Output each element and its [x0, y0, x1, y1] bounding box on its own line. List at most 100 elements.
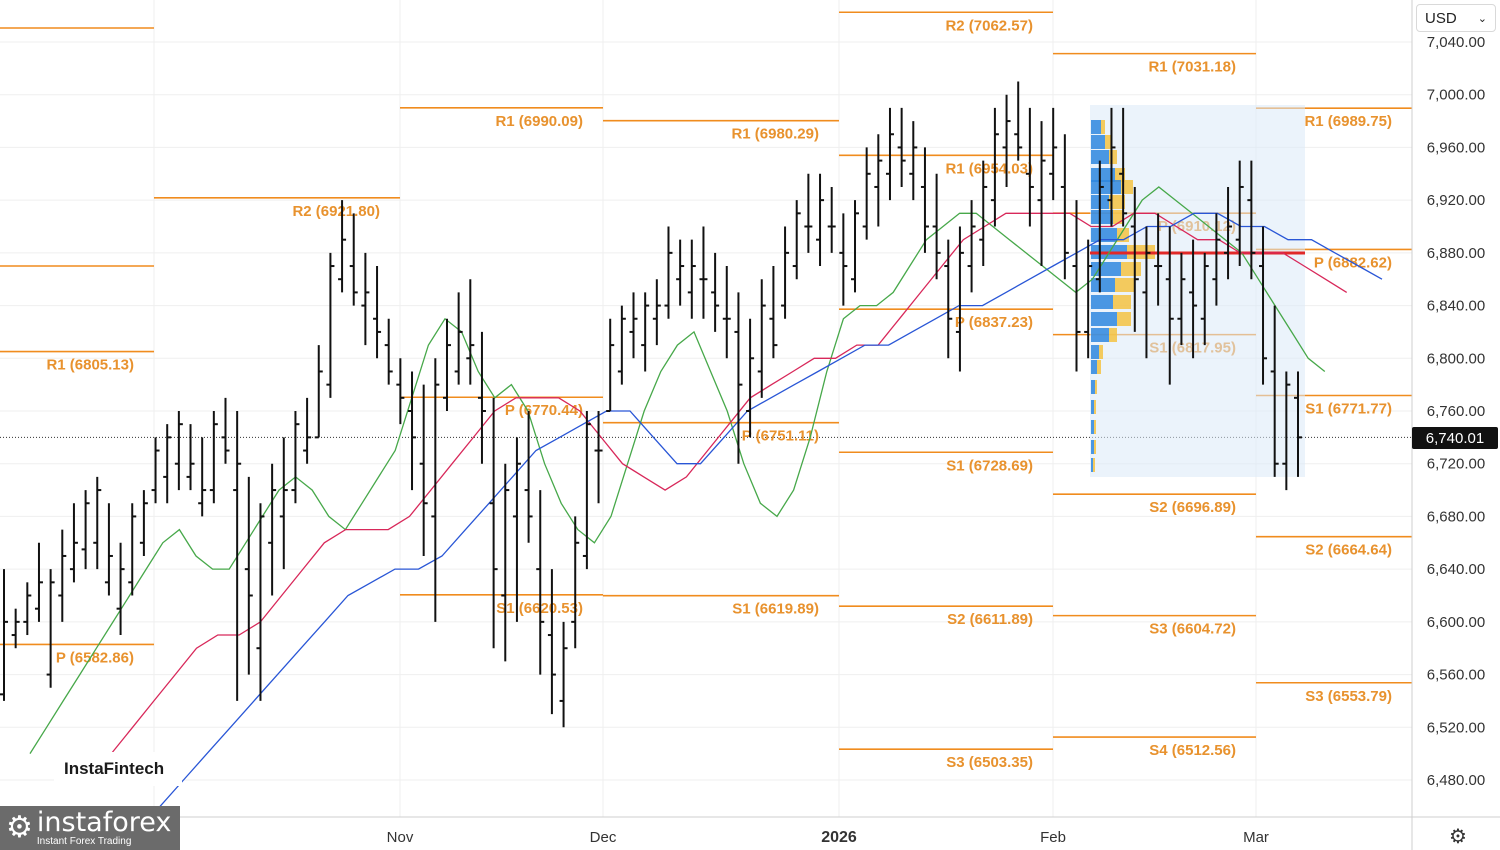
ohlc-bar [1037, 121, 1046, 267]
volume-bar [1091, 312, 1117, 326]
volume-bar [1091, 380, 1095, 394]
ohlc-bar [1270, 305, 1279, 477]
ohlc-bar [1072, 200, 1081, 372]
ohlc-bar [524, 411, 533, 543]
instaforex-logo[interactable]: ⚙ instaforex Instant Forex Trading [0, 806, 180, 850]
ohlc-bar [1165, 226, 1174, 385]
y-tick-label: 6,560.00 [1427, 667, 1485, 684]
pivot-label: R1 (6805.13) [46, 357, 134, 374]
ohlc-bar [757, 279, 766, 398]
pivot-label: S1 (6728.69) [946, 457, 1033, 474]
ohlc-bar [34, 542, 43, 622]
x-tick-label: Mar [1243, 829, 1269, 846]
ohlc-bar [559, 621, 568, 728]
ohlc-bar [1095, 160, 1104, 293]
ohlc-bar [687, 239, 696, 319]
pivot-label: S2 (6611.89) [947, 611, 1033, 628]
ohlc-bar [1107, 107, 1116, 227]
ohlc-bar [442, 318, 451, 411]
ohlc-bar [23, 582, 32, 636]
volume-bar [1113, 295, 1131, 309]
ohlc-bar [734, 292, 743, 464]
ohlc-bar [536, 490, 545, 675]
logo-tagline: Instant Forex Trading [36, 835, 132, 847]
ohlc-bar [1049, 107, 1058, 201]
ohlc-bar [489, 397, 498, 649]
ohlc-bar [617, 305, 626, 385]
pivot-label: S3 (6604.72) [1149, 621, 1236, 638]
currency-select[interactable]: USD ⌄ [1416, 4, 1496, 32]
volume-bar [1094, 400, 1096, 414]
y-tick-label: 6,640.00 [1427, 561, 1485, 578]
ohlc-bar [361, 252, 370, 346]
ohlc-bar [967, 200, 976, 293]
ohlc-bar [139, 490, 148, 556]
ohlc-bar [571, 516, 580, 649]
ohlc-bar [291, 411, 300, 504]
moving-average-line-1 [29, 186, 1326, 754]
ohlc-bar [384, 318, 393, 385]
volume-bar [1091, 210, 1113, 224]
y-tick-label: 6,520.00 [1427, 719, 1485, 736]
volume-bar [1091, 278, 1115, 292]
y-tick-label: 6,880.00 [1427, 245, 1485, 262]
ohlc-bar [711, 252, 720, 332]
ohlc-bar [314, 345, 323, 439]
ohlc-bar [1247, 160, 1256, 280]
ohlc-bar [582, 411, 591, 570]
ohlc-bar [1259, 226, 1268, 385]
pivot-label: R1 (7031.18) [1148, 59, 1236, 76]
ohlc-bar [279, 437, 288, 570]
ohlc-bar [699, 226, 708, 319]
pivot-label: S2 (6664.64) [1305, 542, 1392, 559]
ohlc-bar [839, 213, 848, 306]
ohlc-bar [1200, 252, 1209, 346]
pivot-levels: R2 (6921.80) R1 (6805.13) P (6582.86) R1 (6… [0, 11, 1412, 771]
volume-bar [1091, 440, 1094, 454]
ohlc-bar [501, 463, 510, 662]
volume-bar [1109, 328, 1117, 342]
ohlc-bar [769, 266, 778, 359]
ohlc-bar [104, 503, 113, 596]
ohlc-bar [676, 239, 685, 306]
ohlc-bar [209, 411, 218, 504]
pivot-label: S1 (6619.89) [732, 601, 819, 618]
pivot-label: R2 (7062.57) [945, 17, 1033, 34]
ohlc-bar [1235, 160, 1244, 267]
ohlc-bar [69, 503, 78, 583]
ohlc-bar [128, 503, 137, 596]
ohlc-bar [338, 200, 347, 293]
ohlc-bar [1060, 134, 1069, 280]
currency-value: USD [1425, 9, 1457, 27]
y-tick-label: 6,720.00 [1427, 456, 1485, 473]
gear-icon[interactable]: ⚙ [1449, 825, 1467, 848]
pivot-label: R1 (6954.03) [945, 160, 1033, 177]
ohlc-bar [221, 397, 230, 464]
ohlc-bar [0, 569, 8, 701]
ohlc-bar [920, 147, 929, 253]
volume-bar [1091, 295, 1113, 309]
volume-bar [1091, 228, 1117, 242]
ohlc-bar [652, 279, 661, 346]
ohlc-bar [1130, 186, 1139, 332]
volume-bar [1094, 440, 1096, 454]
y-tick-label: 6,840.00 [1427, 298, 1485, 315]
volume-bar [1095, 380, 1097, 394]
volume-profile [1090, 105, 1305, 477]
ohlc-bar [979, 160, 988, 267]
ohlc-bar [1177, 252, 1186, 346]
ohlc-bar [990, 107, 999, 227]
volume-bar [1091, 400, 1094, 414]
ohlc-bar [816, 173, 825, 267]
volume-bar [1094, 420, 1096, 434]
ohlc-bar [163, 424, 172, 504]
y-tick-label: 6,920.00 [1427, 192, 1485, 209]
volume-bar [1091, 328, 1109, 342]
volume-bar [1109, 195, 1125, 209]
pivot-label: P (6751.11) [742, 428, 819, 445]
volume-bar [1109, 150, 1117, 164]
ohlc-bar [932, 173, 941, 280]
ohlc-bar [1002, 94, 1011, 187]
x-tick-label: 2026 [821, 829, 857, 846]
